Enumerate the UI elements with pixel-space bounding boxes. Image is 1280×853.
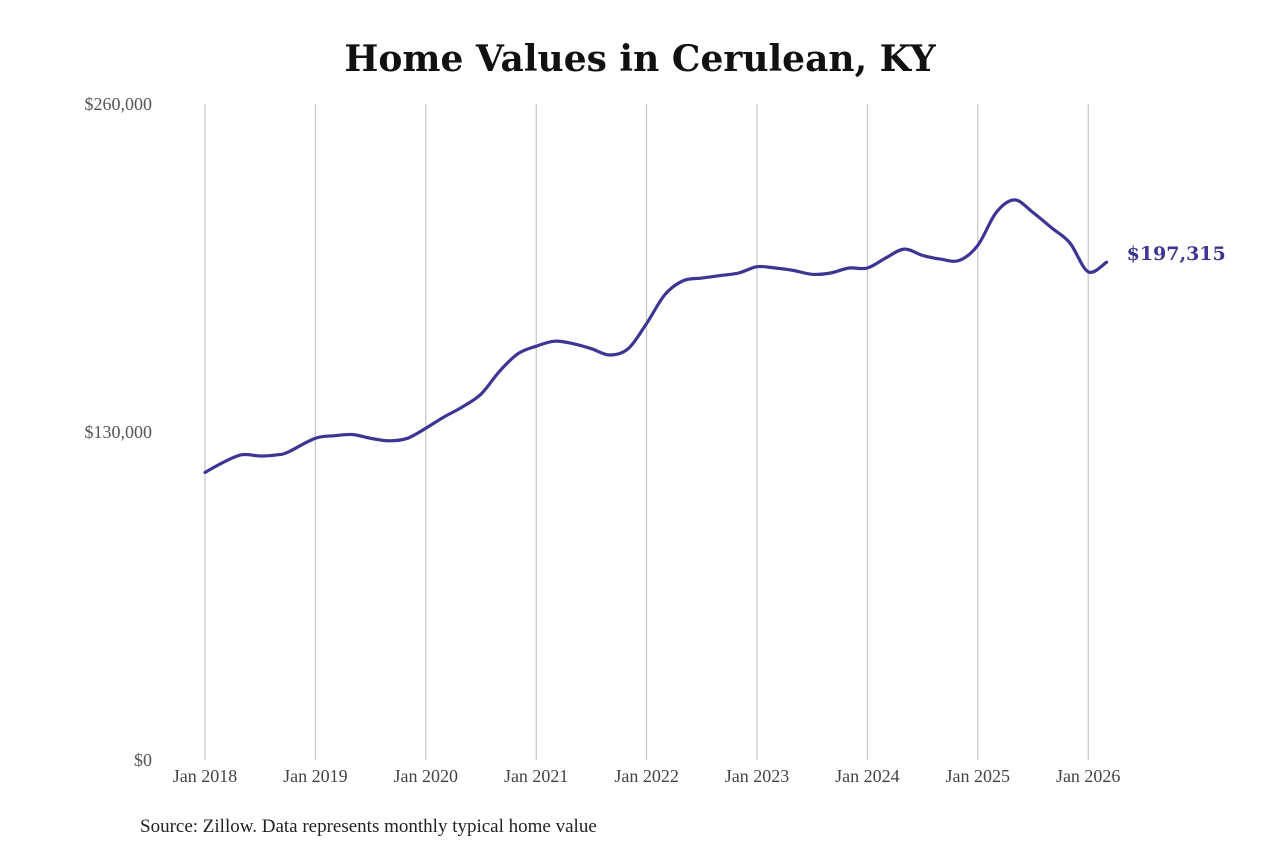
x-tick-label: Jan 2018	[173, 766, 238, 786]
x-tick-label: Jan 2026	[1056, 766, 1121, 786]
x-tick-label: Jan 2024	[835, 766, 900, 786]
y-tick-label: $0	[134, 750, 152, 770]
chart-title: Home Values in Cerulean, KY	[344, 38, 936, 80]
end-value-label: $197,315	[1127, 243, 1226, 265]
x-tick-label: Jan 2021	[504, 766, 569, 786]
x-tick-label: Jan 2019	[283, 766, 348, 786]
x-tick-label: Jan 2023	[725, 766, 790, 786]
vertical-gridlines	[204, 104, 1089, 760]
y-tick-label: $130,000	[85, 422, 153, 442]
y-tick-label: $260,000	[85, 94, 153, 114]
y-axis-ticks: $0 $130,000 $260,000	[85, 94, 153, 770]
series-line	[203, 198, 1109, 474]
x-tick-label: Jan 2025	[946, 766, 1011, 786]
x-tick-label: Jan 2022	[614, 766, 679, 786]
x-axis-ticks: Jan 2018 Jan 2019 Jan 2020 Jan 2021 Jan 2022…	[173, 766, 1121, 786]
x-tick-label: Jan 2020	[394, 766, 459, 786]
source-note: Source: Zillow. Data represents monthly …	[140, 816, 597, 837]
